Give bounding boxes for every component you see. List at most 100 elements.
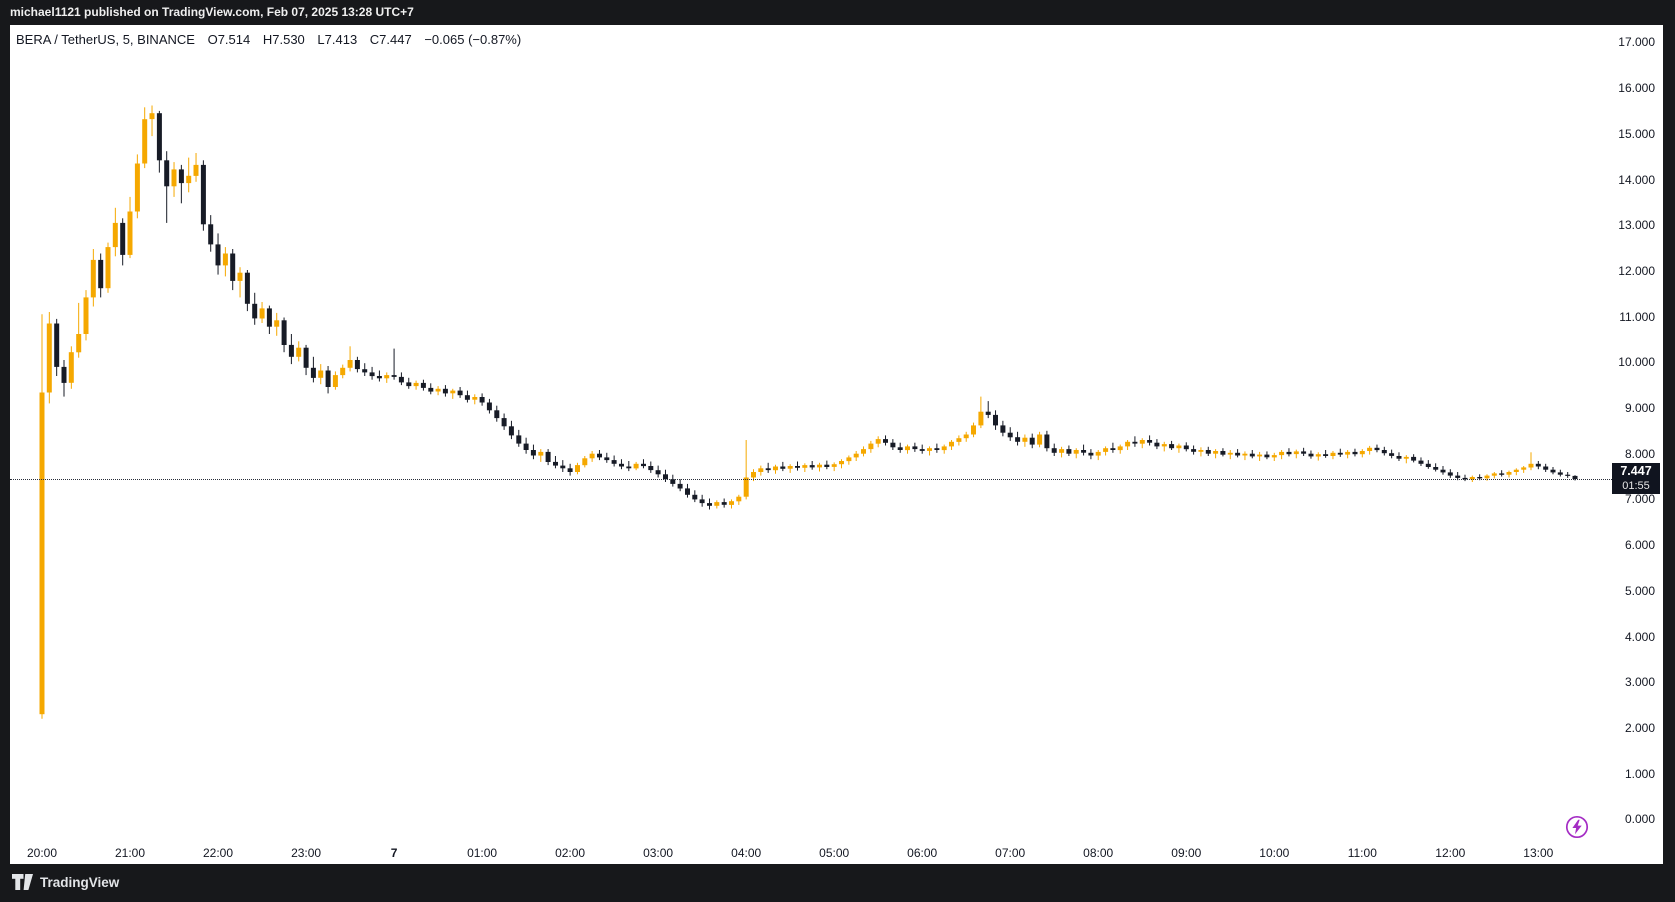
candle bbox=[1051, 443, 1057, 456]
price-tick-label: 0.000 bbox=[1624, 812, 1655, 827]
candle bbox=[1088, 449, 1094, 460]
candle bbox=[347, 346, 353, 372]
candle bbox=[582, 456, 588, 468]
candle bbox=[765, 462, 771, 473]
candle bbox=[1528, 452, 1534, 471]
candle bbox=[773, 464, 778, 474]
candle bbox=[164, 151, 170, 223]
candle bbox=[912, 442, 918, 452]
candle bbox=[303, 344, 309, 376]
candlestick-chart[interactable] bbox=[10, 25, 1663, 864]
candle bbox=[648, 461, 654, 473]
candle bbox=[956, 435, 962, 446]
candle bbox=[736, 494, 742, 505]
last-price-line bbox=[10, 479, 1612, 480]
candle bbox=[1242, 451, 1248, 461]
candle bbox=[457, 387, 463, 398]
candle bbox=[76, 302, 82, 358]
legend-close: C7.447 bbox=[369, 32, 412, 47]
candle bbox=[927, 446, 932, 456]
candle bbox=[479, 393, 485, 406]
time-tick-label: 01:00 bbox=[467, 846, 498, 860]
candle bbox=[1381, 446, 1387, 456]
candle bbox=[809, 461, 815, 470]
boost-button[interactable] bbox=[1565, 815, 1589, 839]
candle bbox=[1220, 448, 1226, 457]
time-tick-label: 10:00 bbox=[1259, 846, 1290, 860]
candle bbox=[1513, 468, 1519, 476]
candle bbox=[663, 469, 668, 482]
candle bbox=[1029, 433, 1035, 449]
candle bbox=[1044, 430, 1050, 452]
candle bbox=[46, 312, 52, 404]
candle bbox=[949, 440, 954, 450]
candle bbox=[1007, 427, 1013, 441]
candle bbox=[1279, 450, 1285, 460]
candle bbox=[1169, 440, 1175, 450]
candle bbox=[1249, 450, 1255, 459]
candle bbox=[978, 396, 984, 429]
candle bbox=[325, 366, 331, 394]
candle bbox=[641, 459, 646, 469]
legend-low: L7.413 bbox=[317, 32, 358, 47]
candle bbox=[699, 494, 705, 507]
candle bbox=[186, 157, 192, 193]
price-tick-label: 6.000 bbox=[1624, 538, 1655, 553]
tradingview-logo-text: TradingView bbox=[40, 874, 120, 890]
candle bbox=[971, 422, 976, 438]
candle bbox=[54, 318, 60, 376]
price-tick-label: 8.000 bbox=[1624, 446, 1655, 461]
candle bbox=[530, 444, 536, 460]
candle bbox=[208, 215, 214, 252]
candle bbox=[178, 164, 184, 204]
time-tick-label: 7 bbox=[390, 846, 398, 860]
candle bbox=[296, 341, 302, 362]
candle bbox=[215, 233, 221, 275]
time-tick-label: 09:00 bbox=[1171, 846, 1202, 860]
candle bbox=[619, 459, 624, 470]
candle bbox=[193, 153, 199, 182]
time-tick-label: 08:00 bbox=[1083, 846, 1114, 860]
candle bbox=[1147, 435, 1153, 446]
candle bbox=[1015, 431, 1021, 446]
candle bbox=[1337, 448, 1343, 457]
tradingview-logo[interactable]: TradingView bbox=[12, 874, 119, 890]
candle bbox=[1557, 469, 1563, 477]
time-tick-label: 07:00 bbox=[995, 846, 1026, 860]
candle bbox=[1506, 470, 1512, 478]
candle bbox=[1132, 436, 1138, 447]
candle bbox=[560, 460, 566, 472]
price-tick-label: 7.000 bbox=[1624, 492, 1655, 507]
candle bbox=[1139, 438, 1145, 449]
candle bbox=[1257, 451, 1263, 461]
candle bbox=[39, 314, 45, 719]
chart-panel: BERA / TetherUS, 5, BINANCE O7.514 H7.53… bbox=[10, 25, 1663, 864]
candle bbox=[1227, 450, 1233, 460]
candle bbox=[861, 446, 866, 457]
candle bbox=[758, 465, 764, 476]
candle bbox=[472, 394, 478, 405]
time-tick-label: 22:00 bbox=[202, 846, 234, 860]
candle bbox=[941, 444, 947, 454]
candle bbox=[1418, 457, 1424, 466]
candle bbox=[134, 154, 140, 219]
candle bbox=[839, 459, 844, 469]
candle bbox=[1440, 466, 1446, 475]
candle bbox=[633, 461, 639, 471]
candle bbox=[868, 440, 874, 453]
candle bbox=[853, 451, 859, 461]
candle bbox=[707, 498, 712, 510]
time-tick-label: 04:00 bbox=[731, 846, 762, 860]
time-tick-label: 02:00 bbox=[555, 846, 586, 860]
candle bbox=[83, 290, 89, 341]
candle bbox=[1433, 463, 1439, 472]
price-tick-label: 10.000 bbox=[1618, 355, 1655, 370]
price-tick-label: 14.000 bbox=[1618, 172, 1655, 187]
time-tick-label: 06:00 bbox=[907, 846, 938, 860]
candle bbox=[846, 455, 852, 465]
candle bbox=[1103, 446, 1109, 456]
candle bbox=[1374, 444, 1380, 453]
candle bbox=[1491, 472, 1497, 479]
candle bbox=[824, 460, 830, 470]
candle bbox=[1154, 439, 1160, 450]
